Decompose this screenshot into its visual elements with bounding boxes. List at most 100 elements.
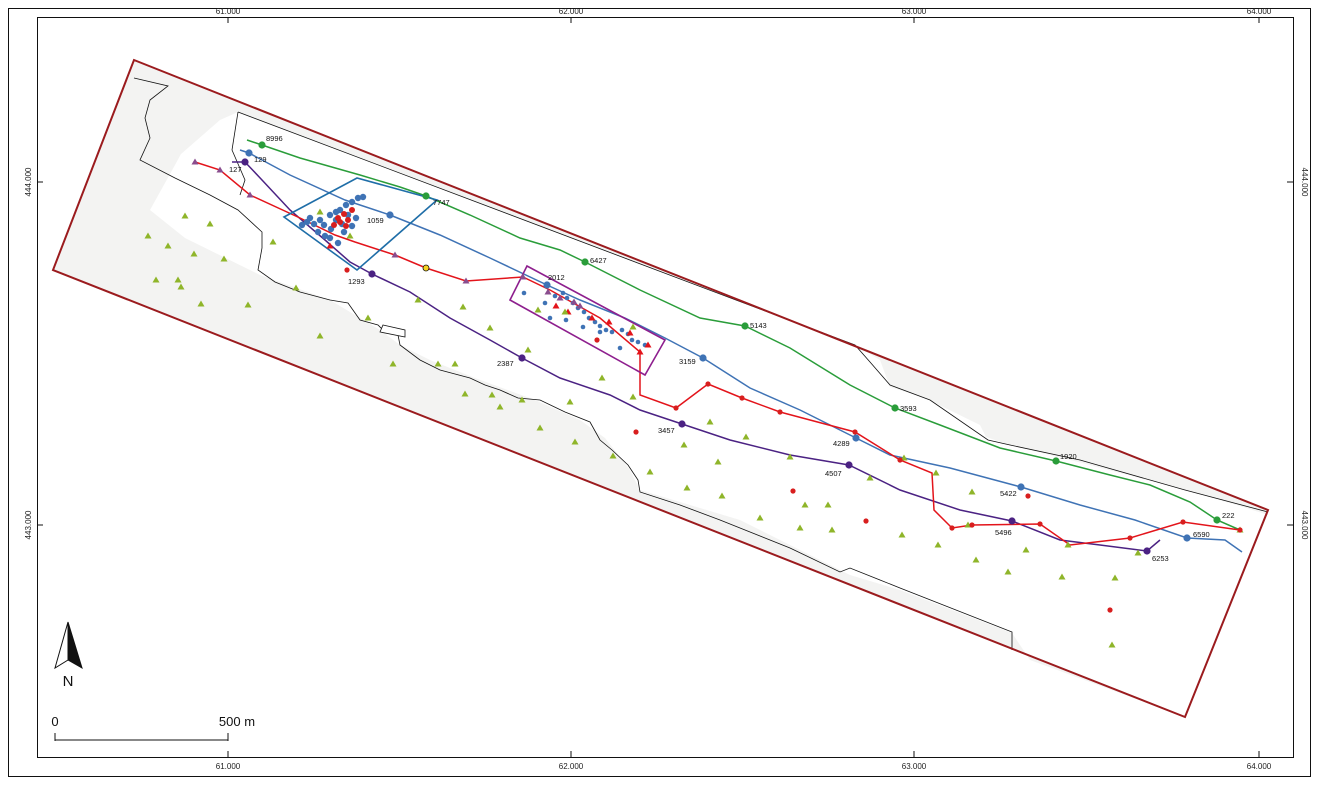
blue-point-label: 129 [254, 155, 267, 164]
green-triangle-marker [144, 232, 152, 239]
green-triangle-marker [566, 398, 574, 405]
y-tick-label-right: 444.000 [1300, 168, 1309, 197]
blue-cluster-marker [521, 290, 527, 296]
red-cluster-marker [343, 223, 349, 229]
green-triangle-marker [598, 374, 606, 381]
green-triangle-marker [197, 300, 205, 307]
blue-cluster-marker [348, 198, 356, 206]
blue-point-label: 3159 [679, 357, 696, 366]
green-triangle-marker [206, 220, 214, 227]
red-dot-marker [777, 409, 783, 415]
green-point-label: 6427 [590, 256, 607, 265]
green-triangle-marker [866, 474, 874, 481]
highlight-point [422, 264, 430, 272]
green-cluster-marker [561, 308, 569, 315]
blue-cluster-marker [597, 323, 603, 329]
green-triangle-marker [742, 433, 750, 440]
blue-point [245, 149, 253, 157]
green-triangle-marker [1004, 568, 1012, 575]
green-triangle-marker [629, 323, 637, 330]
purple-triangle-marker [216, 166, 224, 173]
purple-triangle-marker [462, 277, 470, 284]
blue-cluster-marker [334, 239, 342, 247]
blue-cluster-marker [320, 221, 328, 229]
blue-point [543, 281, 551, 289]
red-dot-marker [790, 488, 796, 494]
blue-cluster-marker [348, 222, 356, 230]
blue-cluster-marker [635, 339, 641, 345]
red-dot-marker [969, 522, 975, 528]
red-dot-marker [594, 337, 600, 343]
green-triangle-marker [1134, 549, 1142, 556]
purple-point [845, 461, 853, 469]
red-dot-marker [1037, 521, 1043, 527]
blue-cluster-marker [609, 329, 615, 335]
green-triangle-marker [1111, 574, 1119, 581]
green-triangle-marker [190, 250, 198, 257]
blue-cluster-marker [617, 345, 623, 351]
blue-cluster-marker [580, 324, 586, 330]
purple-triangle-marker [391, 251, 399, 258]
purple-point-label: 2387 [497, 359, 514, 368]
blue-cluster-marker [629, 337, 635, 343]
green-triangle-marker [646, 468, 654, 475]
green-triangle-marker [269, 238, 277, 245]
red-dot-marker [1025, 493, 1031, 499]
blue-cluster-marker [603, 327, 609, 333]
red-triangle-marker [326, 242, 334, 249]
blue-cluster-marker [316, 216, 324, 224]
red-dot-marker [852, 429, 858, 435]
green-point [581, 258, 589, 266]
green-triangle-marker [461, 390, 469, 397]
red-dot-marker [633, 429, 639, 435]
red-dot-marker [705, 381, 711, 387]
blue-point [1017, 483, 1025, 491]
blue-cluster-marker [564, 295, 570, 301]
green-triangle-marker [181, 212, 189, 219]
green-triangle-marker [389, 360, 397, 367]
green-point [891, 404, 899, 412]
green-point-label: 5143 [750, 321, 767, 330]
green-triangle-marker [164, 242, 172, 249]
study-area-boundary [51, 58, 1270, 719]
map-inner-frame [37, 17, 1294, 758]
blue-cluster-marker [340, 228, 348, 236]
red-triangle-marker [636, 348, 644, 355]
blue-cluster-marker [314, 228, 322, 236]
green-triangle-marker [629, 393, 637, 400]
green-triangle-marker [898, 531, 906, 538]
green-point-label: 222 [1222, 511, 1235, 520]
x-tick-label-top: 64.000 [1247, 7, 1272, 16]
scale-bar: 0 500 m [51, 714, 255, 741]
green-triangle-marker [524, 346, 532, 353]
blue-point-label: 5422 [1000, 489, 1017, 498]
green-triangle-marker [706, 418, 714, 425]
red-dot-marker [1127, 535, 1133, 541]
red-cluster-marker [345, 217, 351, 223]
x-tick-label-bottom: 61.000 [216, 762, 241, 771]
green-triangle-marker [220, 255, 228, 262]
green-triangle-marker [609, 452, 617, 459]
red-triangle-marker [588, 314, 596, 321]
y-tick-label-left: 443.000 [24, 510, 33, 539]
green-triangle-marker [451, 360, 459, 367]
blue-point [1183, 534, 1191, 542]
blue-cluster-marker [542, 300, 548, 306]
x-tick-label-bottom: 64.000 [1247, 762, 1272, 771]
blue-cluster-marker [560, 290, 566, 296]
green-triangle-marker [972, 556, 980, 563]
red-dot-marker [673, 405, 679, 411]
red-dot-marker [344, 267, 350, 273]
red-triangle-marker [644, 341, 652, 348]
red-dot-marker [897, 457, 903, 463]
green-triangle-marker [1064, 541, 1072, 548]
blue-cluster-marker [354, 194, 362, 202]
x-tick-label-top: 62.000 [559, 7, 584, 16]
red-cluster-marker [349, 207, 355, 213]
green-triangle-marker [786, 453, 794, 460]
green-triangle-marker [177, 283, 185, 290]
blue-cluster-marker [326, 234, 334, 242]
map-outer-frame [8, 8, 1311, 777]
blue-cluster-marker [342, 201, 350, 209]
